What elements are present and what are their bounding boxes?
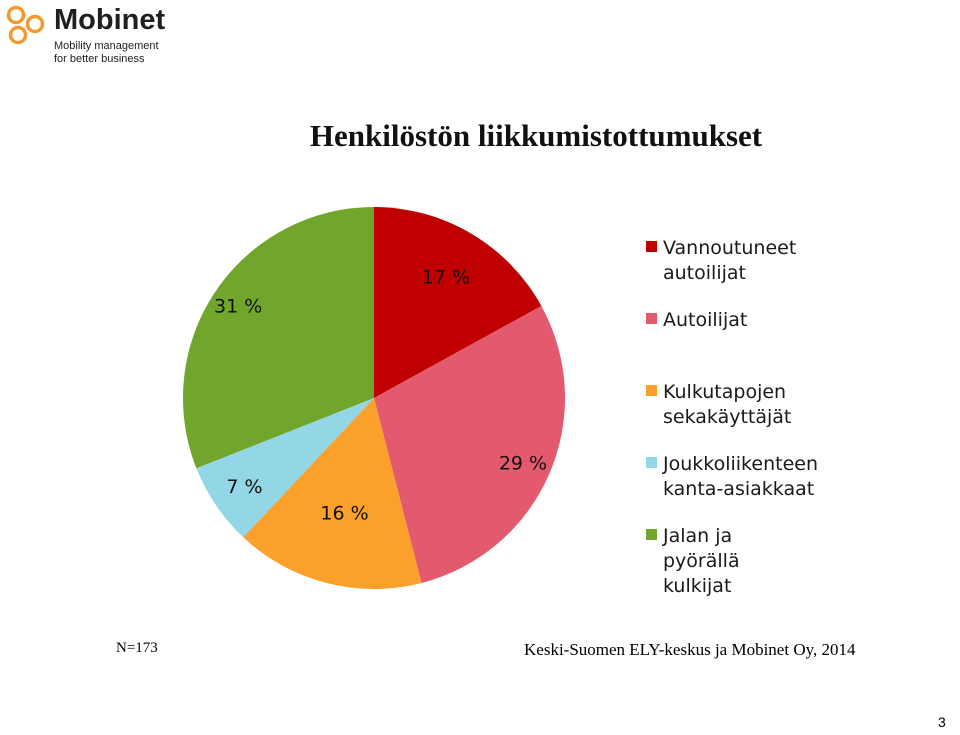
pie-slice-label-3: 16 % [320,503,368,525]
logo-name: Mobinet [54,4,166,36]
pie-slice-label-4: 7 % [226,476,262,498]
page-number: 3 [938,714,946,730]
pie-slice-label-1: 17 % [422,266,470,288]
legend-label-5: Jalan ja pyörällä kulkijat [663,525,740,597]
sample-size-note: N=173 [116,640,158,656]
pie-slice-3 [243,398,422,590]
logo-circles-icon [6,5,45,45]
pie-slice-5 [182,207,374,469]
pie-slice-1 [374,207,542,398]
mobinet-logo: Mobinet Mobility management for better b… [4,4,204,66]
legend-label-4: Joukkoliikenteen kanta-asiakkaat [663,453,818,500]
pie-slice-4 [196,398,374,538]
logo-tagline-line1: Mobility management [54,40,159,52]
legend-swatch-1 [646,241,657,252]
legend-label-2: Autoilijat [663,309,748,331]
logo-tagline-line2: for better business [54,53,145,65]
pie-slice-label-5: 31 % [214,296,262,318]
legend-label-3: Kulkutapojen sekakäyttäjät [663,381,792,428]
legend-swatch-5 [646,529,657,540]
legend-label-1: Vannoutuneet autoilijat [663,237,797,284]
legend-swatch-2 [646,313,657,324]
chart-title: Henkilöstön liikkumistottumukset [309,118,763,153]
pie-slice-2 [374,305,565,583]
logo-tagline: Mobility management for better business [54,40,159,66]
legend-swatch-4 [646,457,657,468]
pie-slice-label-2: 29 % [499,452,547,474]
source-note: Keski-Suomen ELY-keskus ja Mobinet Oy, 2… [524,640,856,659]
legend-swatch-3 [646,385,657,396]
